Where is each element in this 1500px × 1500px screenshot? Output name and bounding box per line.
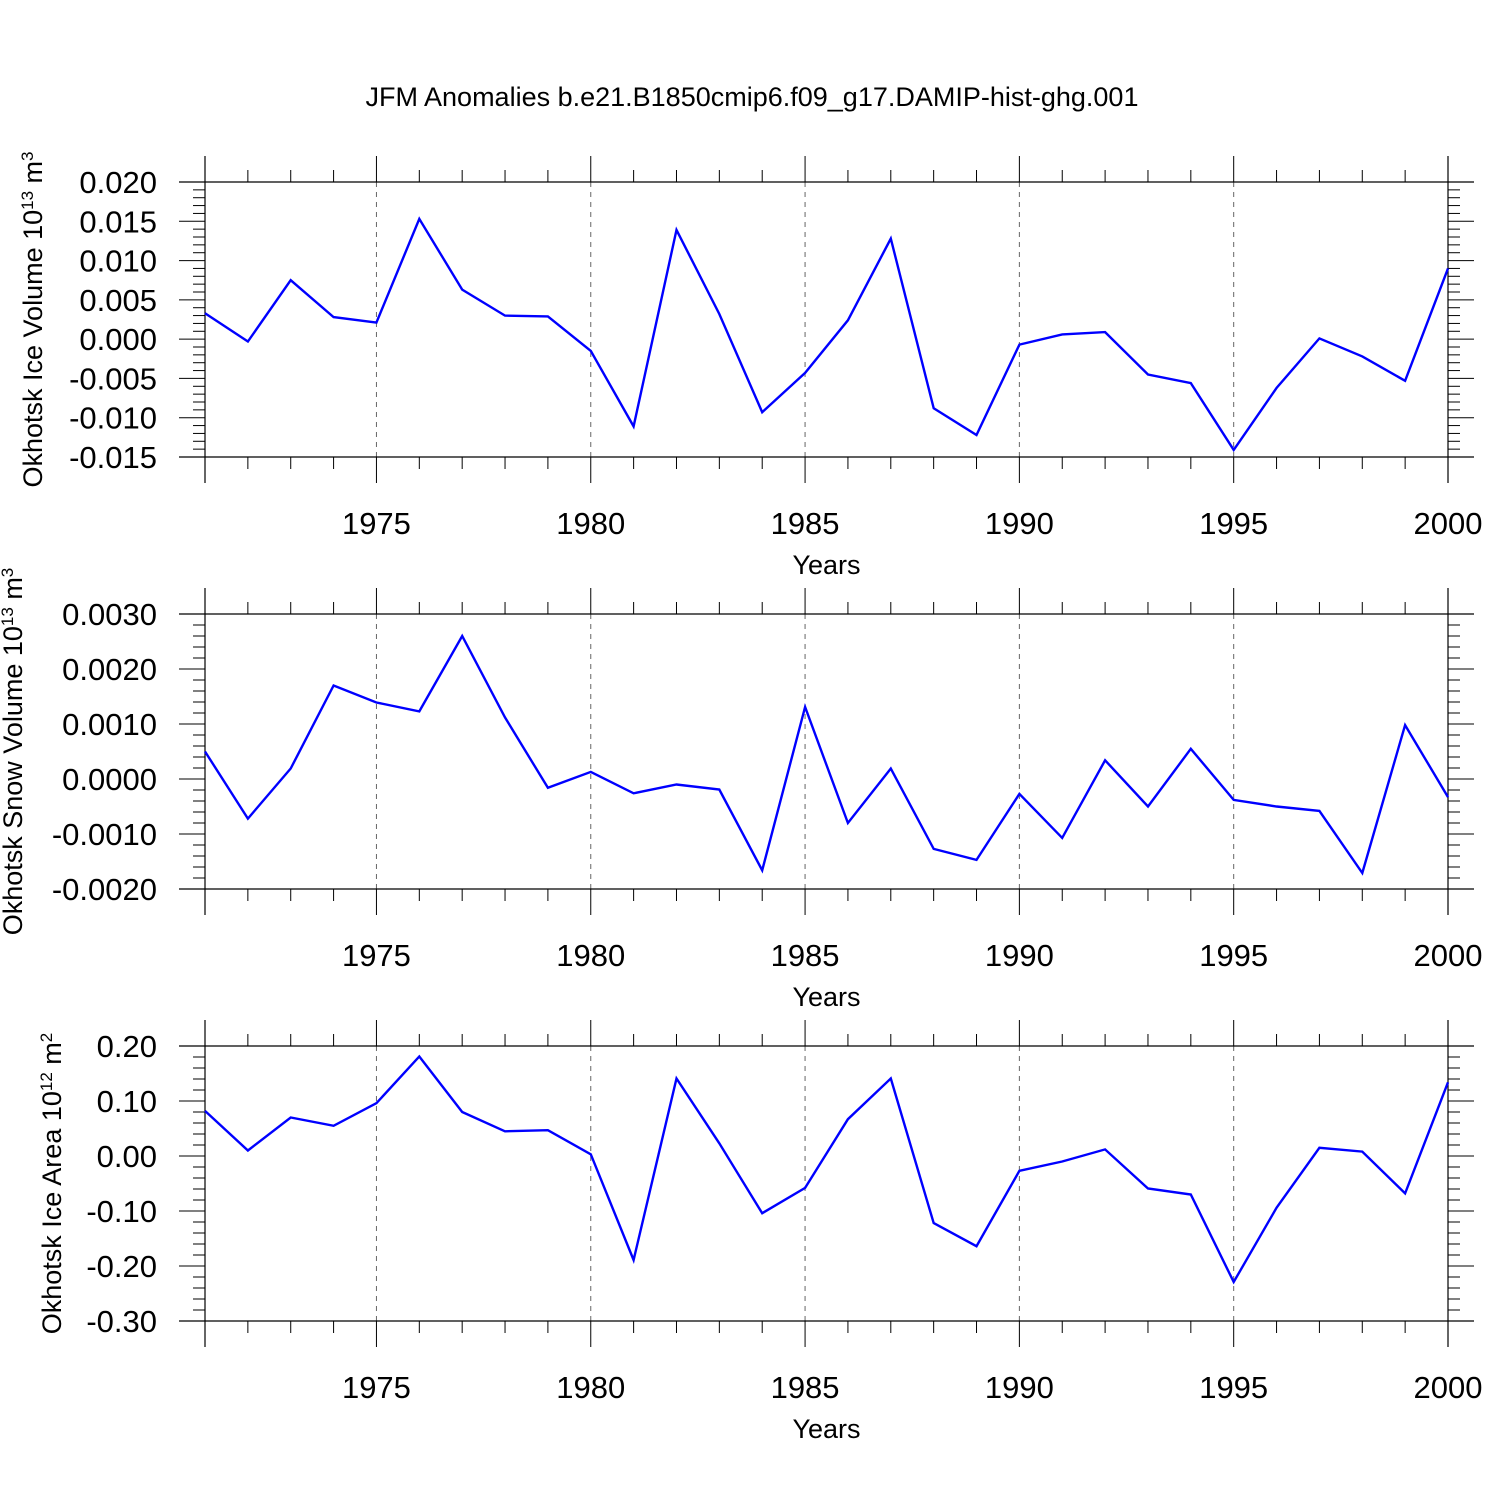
x-tick-label: 1995 — [1199, 938, 1268, 973]
y-axis-label-unit-exponent: 3 — [18, 151, 37, 160]
y-tick-label: -0.015 — [69, 440, 157, 475]
panel-1: 0.020 0.015 0.010 0.005 0.000 -0.005 -0.010 -0.… — [18, 151, 1483, 580]
x-tick-label: 1985 — [771, 1370, 840, 1405]
y-axis-label-unit: m — [37, 1042, 67, 1072]
x-tick-label: 1980 — [556, 938, 625, 973]
series-line — [204, 216, 1450, 453]
y-axis-label-exponent: 12 — [37, 1072, 56, 1091]
figure-title: JFM Anomalies b.e21.B1850cmip6.f09_g17.D… — [366, 82, 1139, 112]
x-tick-label: 1995 — [1199, 506, 1268, 541]
y-tick-label: 0.005 — [79, 283, 157, 318]
y-axis-label-unit-exponent: 2 — [37, 1033, 56, 1042]
x-tick-label: 1975 — [342, 1370, 411, 1405]
y-tick-label: 0.020 — [79, 165, 157, 200]
y-tick-label: 0.010 — [79, 244, 157, 279]
y-axis-label-exponent: 13 — [18, 191, 37, 210]
x-tick-label: 2000 — [1414, 506, 1483, 541]
y-axis-label-unit-exponent: 3 — [0, 568, 17, 577]
y-axis-label-text: Okhotsk Ice Volume 10 — [18, 210, 48, 488]
x-tick-label: 1995 — [1199, 1370, 1268, 1405]
y-tick-label: 0.015 — [79, 204, 157, 239]
y-axis-label-unit: m — [0, 577, 28, 607]
y-axis-label-text: Okhotsk Snow Volume 10 — [0, 626, 28, 935]
y-axis-label: Okhotsk Snow Volume 1013 m3 — [0, 568, 28, 936]
y-tick-label: 0.20 — [97, 1029, 157, 1064]
x-tick-label: 1990 — [985, 938, 1054, 973]
y-axis-label: Okhotsk Ice Area 1012 m2 — [37, 1033, 68, 1335]
y-tick-label: 0.00 — [97, 1139, 157, 1174]
x-tick-label: 1985 — [771, 506, 840, 541]
y-tick-label: -0.0010 — [52, 817, 157, 852]
y-tick-label: 0.0020 — [62, 652, 157, 687]
x-tick-label: 1990 — [985, 1370, 1054, 1405]
panels: 0.020 0.015 0.010 0.005 0.000 -0.005 -0.010 -0.… — [0, 151, 1482, 1444]
x-axis-label: Years — [792, 982, 860, 1012]
y-tick-label: 0.0000 — [62, 762, 157, 797]
y-tick-label: 0.000 — [79, 322, 157, 357]
x-tick-label: 1990 — [985, 506, 1054, 541]
y-tick-label: -0.010 — [69, 401, 157, 436]
x-tick-label: 1985 — [771, 938, 840, 973]
x-tick-label: 2000 — [1414, 1370, 1483, 1405]
y-tick-label: 0.0030 — [62, 597, 157, 632]
y-axis-label-text: Okhotsk Ice Area 10 — [37, 1091, 67, 1334]
y-axis-label-unit: m — [18, 161, 48, 191]
x-tick-label: 1975 — [342, 938, 411, 973]
y-tick-label: 0.10 — [97, 1084, 157, 1119]
panel-2: 0.0030 0.0020 0.0010 0.0000 -0.0010 -0.0020 19… — [0, 568, 1482, 1012]
x-tick-label: 2000 — [1414, 938, 1483, 973]
series-line — [203, 633, 1450, 876]
x-tick-label: 1975 — [342, 506, 411, 541]
y-tick-label: -0.10 — [86, 1194, 157, 1229]
x-tick-label: 1980 — [556, 1370, 625, 1405]
y-axis-label-exponent: 13 — [0, 607, 17, 626]
y-tick-label: -0.0020 — [52, 872, 157, 907]
y-tick-label: -0.20 — [86, 1249, 157, 1284]
x-axis-label: Years — [792, 1414, 860, 1444]
series-line — [204, 1054, 1450, 1285]
x-tick-label: 1980 — [556, 506, 625, 541]
y-tick-label: -0.005 — [69, 361, 157, 396]
x-axis-label: Years — [792, 550, 860, 580]
panel-3: 0.20 0.10 0.00 -0.10 -0.20 -0.30 1975 1980 1985 1… — [37, 1020, 1483, 1444]
y-axis-label: Okhotsk Ice Volume 1013 m3 — [18, 151, 49, 487]
y-tick-label: 0.0010 — [62, 707, 157, 742]
y-tick-label: -0.30 — [86, 1304, 157, 1339]
